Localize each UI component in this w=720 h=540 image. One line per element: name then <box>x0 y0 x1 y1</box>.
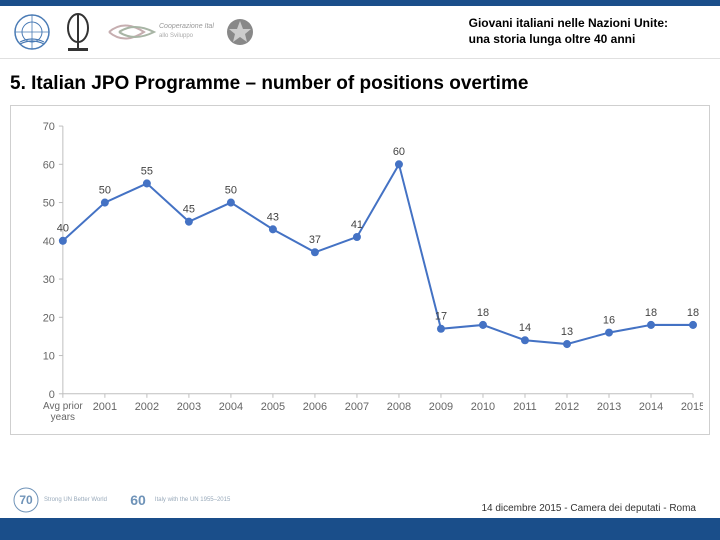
cooperazione-logo-icon: Cooperazione Italiana allo Sviluppo <box>104 14 214 50</box>
svg-text:2008: 2008 <box>387 401 411 413</box>
chart-container: 0 10 20 30 40 50 60 70 Avg prioryears 2001 2002 200… <box>10 105 710 435</box>
footer: 70 Strong UN Better World 60 Italy with … <box>0 478 720 540</box>
svg-text:18: 18 <box>645 307 657 319</box>
svg-text:16: 16 <box>603 314 615 326</box>
un70-caption: Strong UN Better World <box>44 497 107 503</box>
svg-text:Cooperazione Italiana: Cooperazione Italiana <box>159 23 214 30</box>
svg-text:14: 14 <box>519 322 531 334</box>
svg-text:2011: 2011 <box>513 401 537 413</box>
svg-text:13: 13 <box>561 326 573 338</box>
svg-text:2015: 2015 <box>681 401 703 413</box>
svg-text:0: 0 <box>49 389 55 401</box>
svg-text:18: 18 <box>477 307 489 319</box>
svg-text:55: 55 <box>141 165 153 177</box>
svg-text:60: 60 <box>130 492 146 508</box>
svg-text:2005: 2005 <box>261 401 285 413</box>
footer-date-text: 14 dicembre 2015 - Camera dei deputati -… <box>481 503 696 514</box>
italy60-caption: Italy with the UN 1955–2015 <box>155 497 230 503</box>
svg-text:allo Sviluppo: allo Sviluppo <box>159 33 194 39</box>
svg-text:20: 20 <box>43 312 55 324</box>
svg-text:45: 45 <box>183 204 195 216</box>
svg-text:2004: 2004 <box>219 401 243 413</box>
header: Cooperazione Italiana allo Sviluppo Giov… <box>0 6 720 59</box>
svg-text:years: years <box>51 412 75 423</box>
svg-text:Avg prior: Avg prior <box>43 401 83 412</box>
svg-text:10: 10 <box>43 351 55 363</box>
svg-text:2007: 2007 <box>345 401 369 413</box>
svg-text:2006: 2006 <box>303 401 327 413</box>
header-text: Giovani italiani nelle Nazioni Unite: un… <box>469 16 708 47</box>
svg-text:2003: 2003 <box>177 401 201 413</box>
svg-text:2001: 2001 <box>93 401 117 413</box>
svg-text:50: 50 <box>225 184 237 196</box>
svg-text:2002: 2002 <box>135 401 159 413</box>
line-chart: 0 10 20 30 40 50 60 70 Avg prioryears 2001 2002 200… <box>17 116 703 428</box>
svg-text:2010: 2010 <box>471 401 495 413</box>
svg-text:43: 43 <box>267 211 279 223</box>
svg-text:40: 40 <box>43 236 55 248</box>
bottom-brand-bar <box>0 518 720 540</box>
section-title: 5. Italian JPO Programme – number of pos… <box>0 59 720 105</box>
un-logo-icon <box>12 12 52 52</box>
repubblica-emblem-icon <box>224 16 256 48</box>
svg-text:50: 50 <box>99 184 111 196</box>
svg-text:37: 37 <box>309 234 321 246</box>
svg-text:2009: 2009 <box>429 401 453 413</box>
svg-text:17: 17 <box>435 311 447 323</box>
svg-text:41: 41 <box>351 219 363 231</box>
svg-text:2013: 2013 <box>597 401 621 413</box>
svg-text:60: 60 <box>393 146 405 158</box>
svg-text:40: 40 <box>57 223 69 235</box>
svg-text:60: 60 <box>43 159 55 171</box>
svg-text:70: 70 <box>43 121 55 133</box>
un70-logo-icon: 70 Strong UN Better World <box>12 486 107 514</box>
header-title-line1: Giovani italiani nelle Nazioni Unite: <box>469 16 668 32</box>
header-title-line2: una storia lunga oltre 40 anni <box>469 32 668 48</box>
italy60-logo-icon: 60 Italy with the UN 1955–2015 <box>125 487 230 513</box>
svg-text:50: 50 <box>43 198 55 210</box>
svg-text:70: 70 <box>19 493 33 507</box>
svg-text:2012: 2012 <box>555 401 579 413</box>
svg-text:18: 18 <box>687 307 699 319</box>
camera-logo-icon <box>62 12 94 52</box>
svg-text:30: 30 <box>43 274 55 286</box>
svg-text:2014: 2014 <box>639 401 663 413</box>
